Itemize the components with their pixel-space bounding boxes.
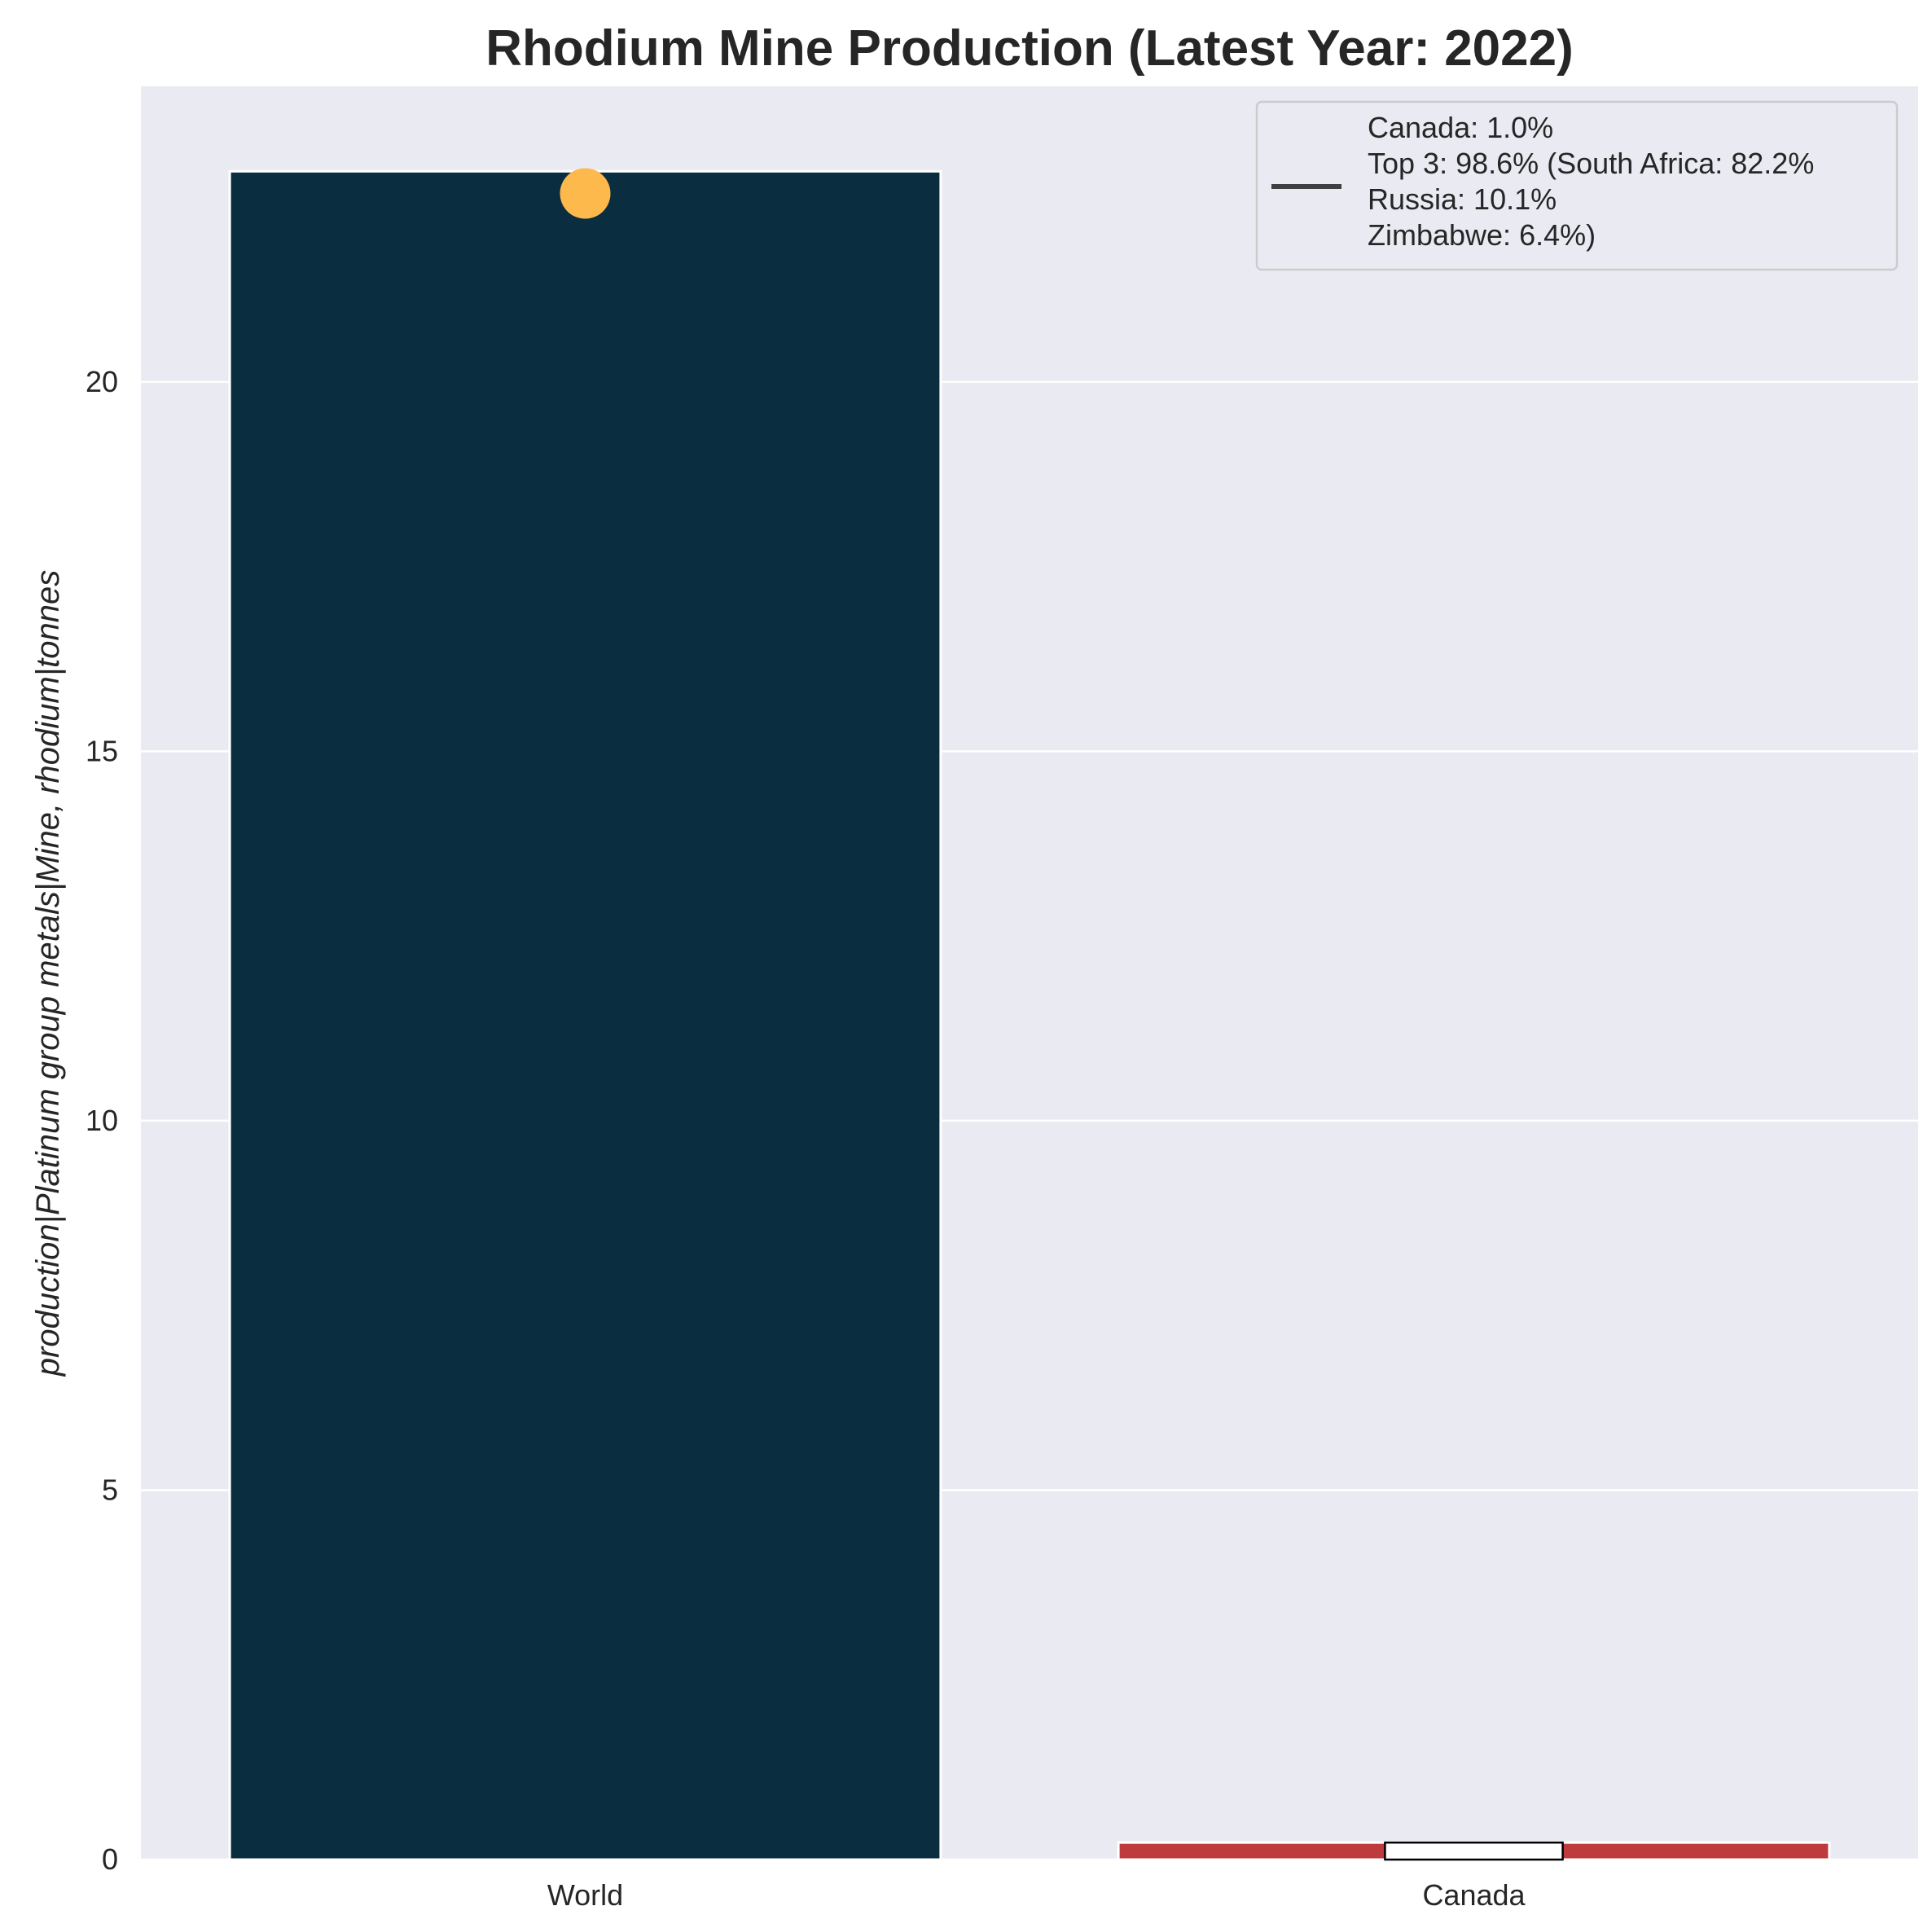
axis-ticks: 0 5 10 15 20 World Canada: [86, 365, 1526, 1912]
legend-entry: Russia: 10.1%: [1368, 182, 1557, 216]
bars: [228, 168, 1831, 1861]
chart-title: Rhodium Mine Production (Latest Year: 20…: [485, 20, 1574, 77]
y-tick-label: 0: [102, 1842, 118, 1876]
marker-point: [560, 168, 611, 219]
x-tick-label: Canada: [1422, 1878, 1526, 1912]
y-axis-label: production|Platinum group metals|Mine, r…: [30, 570, 66, 1377]
y-tick-label: 5: [102, 1473, 118, 1506]
bar-world: [228, 169, 942, 1861]
legend-entry: Canada: 1.0%: [1368, 111, 1553, 144]
y-tick-label: 20: [86, 365, 118, 398]
x-tick-label: World: [547, 1878, 623, 1912]
legend-box: [1255, 100, 1899, 271]
legend: Canada: 1.0%Top 3: 98.6% (South Africa: …: [1255, 100, 1899, 271]
legend-entry: Top 3: 98.6% (South Africa: 82.2%: [1368, 147, 1814, 180]
legend-entry: Zimbabwe: 6.4%): [1368, 218, 1596, 252]
inner-bar-canada: [1384, 1841, 1564, 1861]
y-tick-label: 10: [86, 1104, 118, 1137]
y-tick-label: 15: [86, 734, 118, 767]
